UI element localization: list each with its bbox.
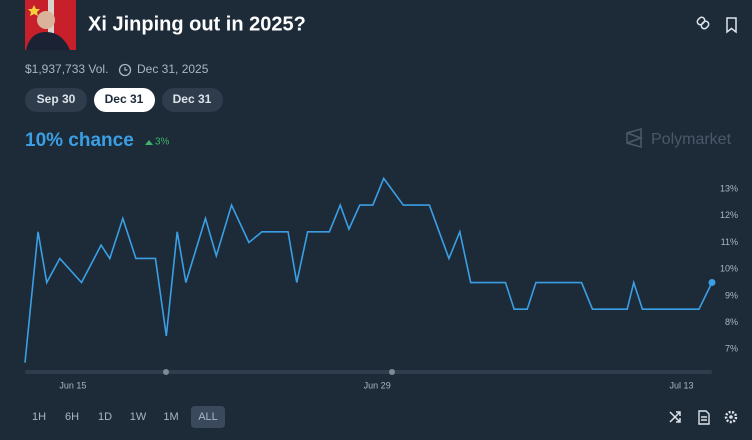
shuffle-icon[interactable] <box>669 411 681 423</box>
settings-icon[interactable] <box>724 410 738 424</box>
range-button[interactable]: 1M <box>163 411 178 423</box>
link-icon[interactable] <box>696 16 710 30</box>
tab-active[interactable] <box>94 88 155 112</box>
end-point <box>708 279 716 287</box>
y-tick-label: 7% <box>725 344 738 354</box>
scrubber-handle[interactable] <box>389 369 395 375</box>
end-date: Dec 31, 2025 <box>137 62 209 76</box>
chance: 10% chance <box>25 130 134 151</box>
y-tick-label: 10% <box>720 264 738 274</box>
x-tick-label: Jun 29 <box>364 380 391 390</box>
range-button[interactable]: 6H <box>65 411 79 423</box>
y-tick-label: 9% <box>725 290 738 300</box>
range-button[interactable]: 1W <box>130 411 147 423</box>
y-tick-label: 11% <box>721 237 738 247</box>
y-tick-label: 13% <box>720 183 738 193</box>
scrubber-handle[interactable] <box>163 369 169 375</box>
doc-icon[interactable] <box>698 410 710 425</box>
range-button[interactable]: 1H <box>32 411 46 423</box>
x-tick-label: Jul 13 <box>670 380 694 390</box>
line <box>24 176 713 363</box>
brand: Polymarket <box>651 131 732 148</box>
tab[interactable] <box>162 88 223 112</box>
clock-icon <box>118 63 132 77</box>
up-arrow <box>145 140 153 145</box>
range-button[interactable]: ALL <box>198 411 218 423</box>
y-tick-label: 12% <box>720 210 738 220</box>
range-button[interactable]: 1D <box>98 411 112 423</box>
tab-label[interactable]: Dec 31 <box>105 92 144 106</box>
range-active[interactable] <box>191 406 225 428</box>
bookmark-icon[interactable] <box>726 17 737 34</box>
title: Xi Jinping out in 2025? <box>88 13 306 35</box>
scrubber[interactable] <box>25 370 712 374</box>
tab-label[interactable]: Sep 30 <box>37 92 76 106</box>
change: 3% <box>155 137 170 148</box>
clock-hands <box>124 67 128 71</box>
brand-logo <box>626 127 644 149</box>
tab[interactable] <box>25 88 87 112</box>
x-tick-label: Jun 15 <box>59 380 86 390</box>
y-tick-label: 8% <box>725 317 738 327</box>
avatar <box>25 0 76 50</box>
tab-label[interactable]: Dec 31 <box>173 92 212 106</box>
volume: $1,937,733 Vol. <box>25 62 108 76</box>
